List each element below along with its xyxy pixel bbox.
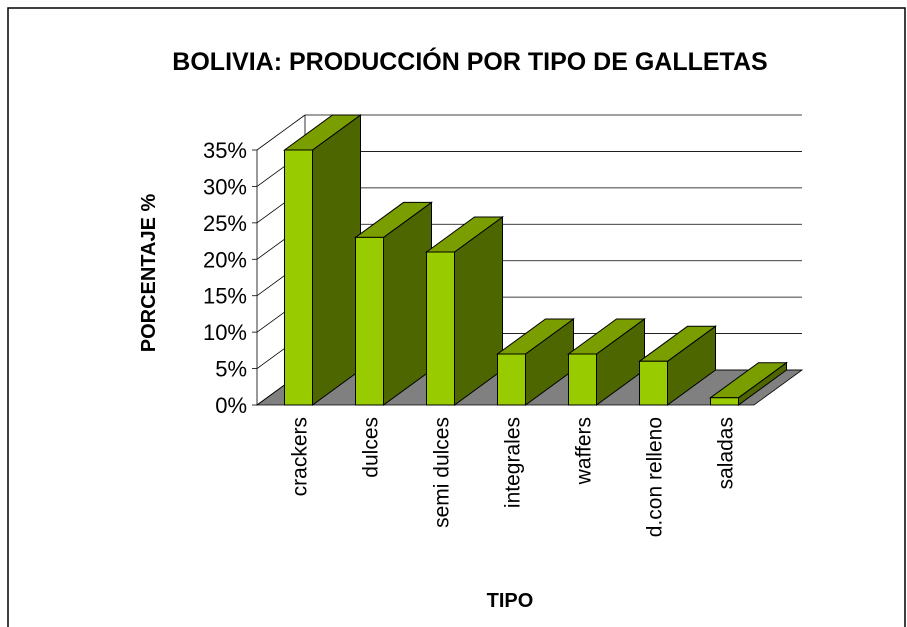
bar-side — [383, 201, 432, 406]
x-tick-label: integrales — [502, 417, 525, 508]
bar-front — [568, 353, 597, 406]
bar-front — [284, 149, 313, 406]
x-tick-label: dulces — [360, 417, 383, 478]
bar — [637, 325, 718, 406]
y-tick-label: 25% — [203, 211, 247, 236]
y-tick-label: 30% — [203, 174, 247, 199]
y-tick-label: 0% — [215, 393, 247, 418]
y-tick-label: 15% — [203, 284, 247, 309]
x-tick-label: d.con relleno — [644, 417, 667, 537]
y-tick-label: 35% — [203, 138, 247, 163]
x-tick-label: semi dulces — [431, 417, 454, 528]
bar — [353, 201, 434, 406]
x-tick-label: waffers — [573, 417, 596, 485]
y-axis-title: PORCENTAJE % — [138, 194, 160, 353]
y-tick-label: 10% — [203, 320, 247, 345]
x-axis-title: TIPO — [487, 590, 534, 612]
bar — [424, 216, 505, 406]
x-tick-label: crackers — [289, 417, 312, 496]
bar-side — [312, 114, 361, 406]
x-tick-label: saladas — [715, 417, 738, 489]
bar — [495, 318, 576, 406]
grid-line-side — [256, 114, 306, 151]
bar-front — [639, 360, 668, 406]
y-tick-label: 20% — [203, 247, 247, 272]
y-tick-label: 5% — [215, 357, 247, 382]
bar — [282, 114, 363, 406]
bar-front — [497, 353, 526, 406]
chart-title: BOLIVIA: PRODUCCIÓN POR TIPO DE GALLETAS — [172, 46, 767, 76]
bar — [708, 361, 789, 406]
bar-front — [426, 251, 455, 406]
bar-front — [355, 236, 384, 406]
bar-front — [710, 397, 739, 406]
